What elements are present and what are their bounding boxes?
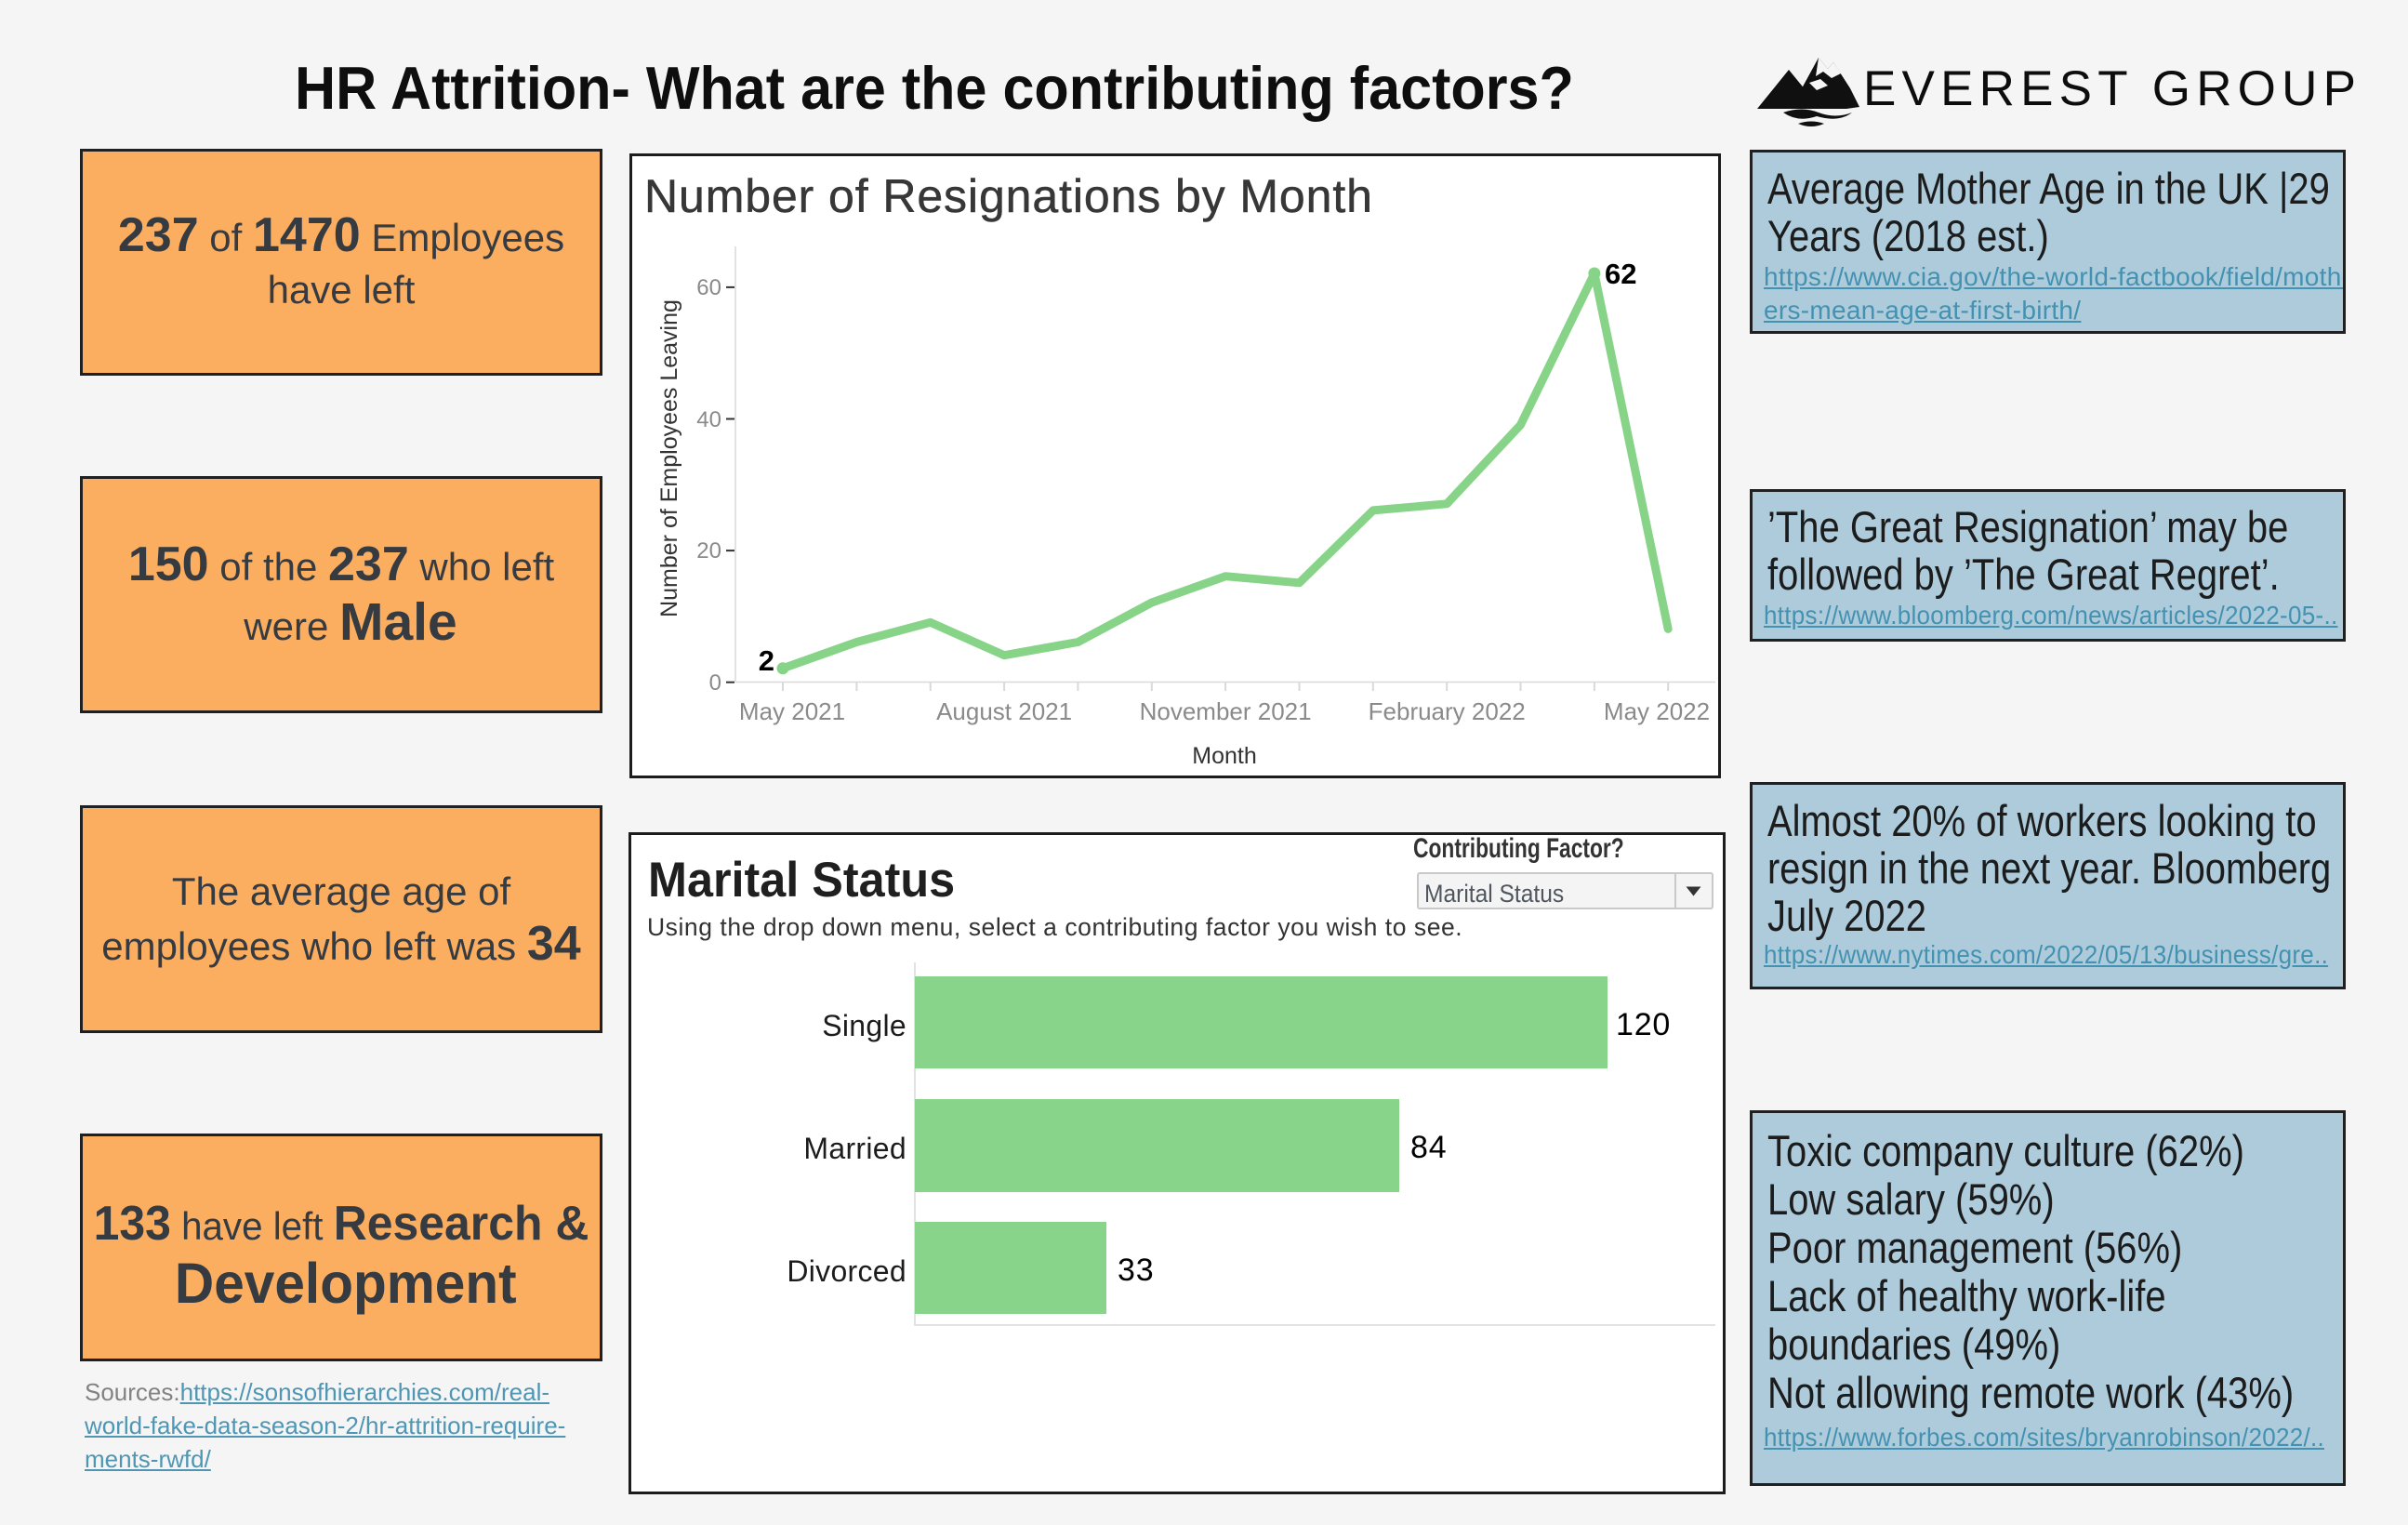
svg-text:May 2022: May 2022	[1604, 697, 1710, 725]
svg-text:62: 62	[1605, 258, 1636, 290]
svg-text:60: 60	[696, 275, 721, 300]
svg-text:40: 40	[696, 407, 721, 432]
svg-text:August 2021: August 2021	[936, 697, 1072, 725]
svg-text:February 2022: February 2022	[1369, 697, 1526, 725]
svg-text:0: 0	[709, 670, 721, 696]
svg-text:Number of Employees Leaving: Number of Employees Leaving	[656, 299, 682, 617]
svg-text:EVEREST GROUP: EVEREST GROUP	[1863, 61, 2362, 116]
svg-text:May 2021: May 2021	[739, 697, 845, 725]
svg-text:November 2021: November 2021	[1140, 697, 1312, 725]
svg-text:20: 20	[696, 538, 721, 564]
svg-text:Month: Month	[1192, 743, 1256, 769]
svg-text:2: 2	[759, 644, 774, 677]
